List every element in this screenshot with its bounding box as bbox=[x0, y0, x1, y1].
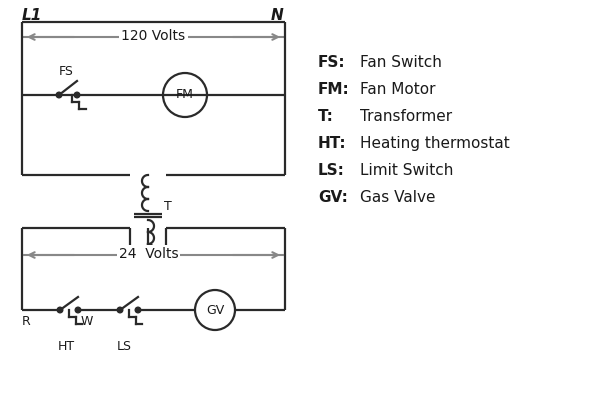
Text: HT: HT bbox=[58, 340, 75, 353]
Text: 120 Volts: 120 Volts bbox=[122, 29, 186, 43]
Text: HT:: HT: bbox=[318, 136, 347, 151]
Text: R: R bbox=[22, 315, 31, 328]
Circle shape bbox=[135, 307, 141, 313]
Text: LS: LS bbox=[116, 340, 132, 353]
Text: 24  Volts: 24 Volts bbox=[119, 247, 178, 261]
Text: N: N bbox=[270, 8, 283, 23]
Text: W: W bbox=[81, 315, 93, 328]
Text: T: T bbox=[164, 200, 172, 213]
Text: Heating thermostat: Heating thermostat bbox=[360, 136, 510, 151]
Text: FS: FS bbox=[59, 65, 74, 78]
Circle shape bbox=[57, 307, 63, 313]
Text: FS:: FS: bbox=[318, 55, 346, 70]
Circle shape bbox=[75, 307, 81, 313]
Text: L1: L1 bbox=[22, 8, 42, 23]
Text: Fan Switch: Fan Switch bbox=[360, 55, 442, 70]
Circle shape bbox=[117, 307, 123, 313]
Circle shape bbox=[56, 92, 62, 98]
Text: GV:: GV: bbox=[318, 190, 348, 205]
Circle shape bbox=[74, 92, 80, 98]
Text: Gas Valve: Gas Valve bbox=[360, 190, 435, 205]
Text: Fan Motor: Fan Motor bbox=[360, 82, 435, 97]
Text: Limit Switch: Limit Switch bbox=[360, 163, 453, 178]
Text: LS:: LS: bbox=[318, 163, 345, 178]
Text: FM: FM bbox=[176, 88, 194, 102]
Text: T:: T: bbox=[318, 109, 334, 124]
Text: GV: GV bbox=[206, 304, 224, 316]
Text: Transformer: Transformer bbox=[360, 109, 452, 124]
Text: FM:: FM: bbox=[318, 82, 350, 97]
